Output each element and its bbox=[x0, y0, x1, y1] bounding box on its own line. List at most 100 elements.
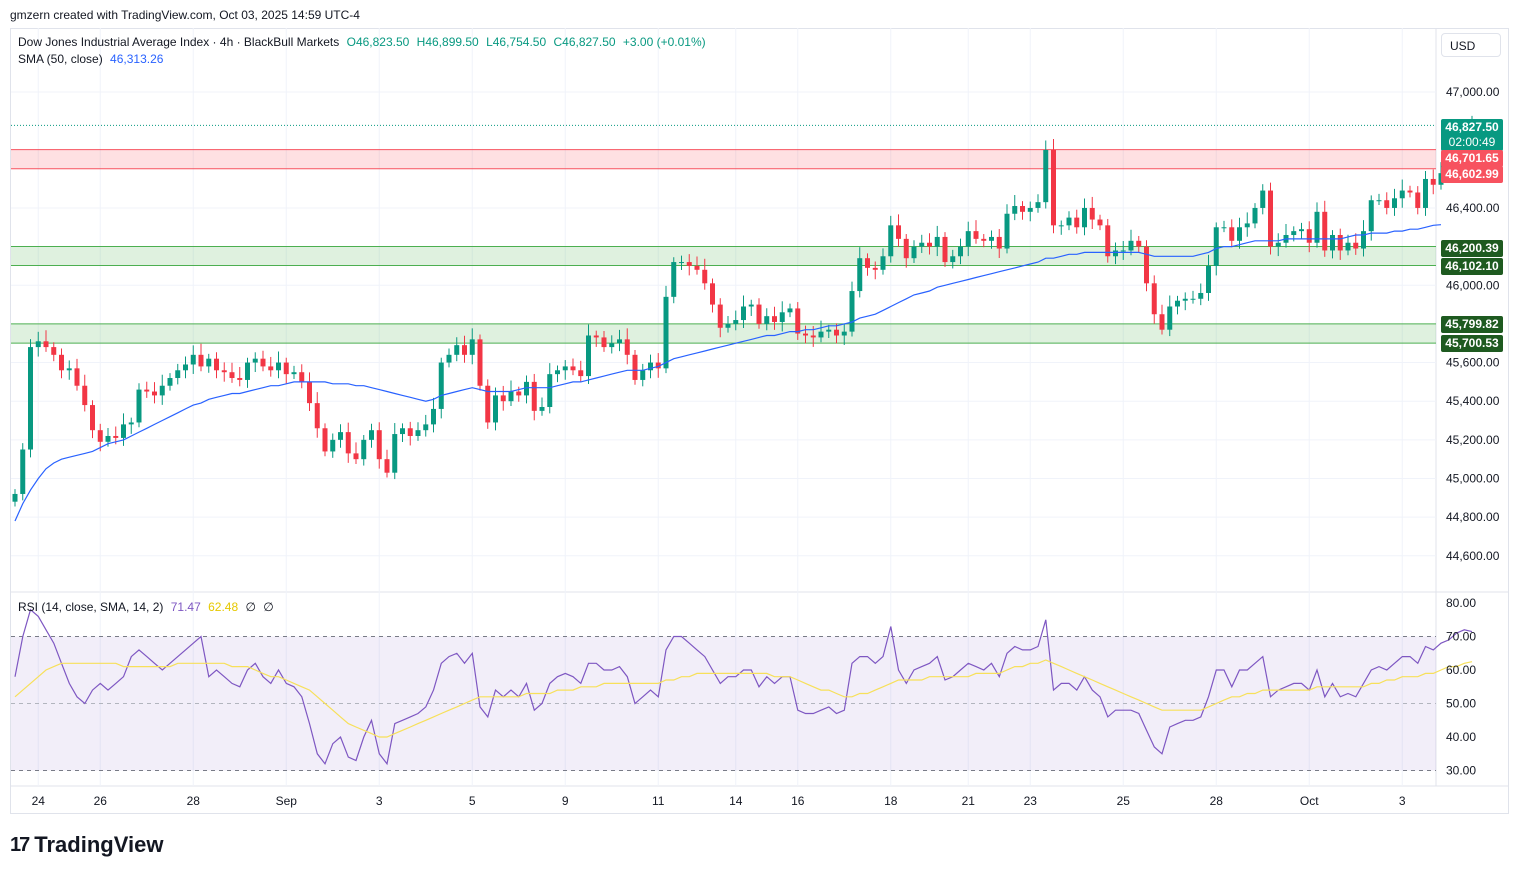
candle-body bbox=[214, 358, 219, 371]
time-tick-label: Sep bbox=[276, 794, 298, 808]
candle-body bbox=[477, 339, 483, 386]
candle-body bbox=[1330, 235, 1335, 251]
resistance-top-tag: 46,701.65 bbox=[1441, 150, 1503, 167]
price-tick-label: 45,200.00 bbox=[1446, 433, 1500, 447]
candle-body bbox=[51, 347, 57, 355]
rsi-value: 71.47 bbox=[170, 600, 201, 614]
candle-body bbox=[35, 341, 41, 348]
symbol-legend[interactable]: Dow Jones Industrial Average Index · 4h … bbox=[18, 35, 710, 49]
candle-body bbox=[1299, 229, 1304, 232]
support-1-zone bbox=[11, 246, 1436, 266]
candle-body bbox=[283, 362, 289, 375]
candle-body bbox=[1066, 217, 1072, 226]
resistance-zone bbox=[11, 149, 1436, 169]
candle-body bbox=[803, 333, 808, 336]
candle-body bbox=[454, 345, 460, 355]
time-tick-label: 3 bbox=[376, 794, 383, 808]
candle-body bbox=[555, 370, 560, 375]
candle-body bbox=[741, 306, 746, 321]
time-tick-label: 23 bbox=[1024, 794, 1038, 808]
price-tick-label: 44,800.00 bbox=[1446, 510, 1500, 524]
candle-body bbox=[1097, 219, 1103, 226]
rsi-label[interactable]: RSI (14, close, SMA, 14, 2) bbox=[18, 600, 164, 614]
currency-selector[interactable]: USD bbox=[1441, 33, 1501, 57]
candle-body bbox=[198, 354, 204, 367]
ohlc-close: C46,827.50 bbox=[553, 35, 616, 49]
candle-body bbox=[66, 368, 72, 371]
time-tick-label: 18 bbox=[884, 794, 898, 808]
candle-body bbox=[245, 362, 250, 380]
candle-body bbox=[144, 389, 150, 392]
candle-body bbox=[1113, 250, 1118, 257]
time-tick-label: 21 bbox=[962, 794, 976, 808]
sma-label[interactable]: SMA (50, close) bbox=[18, 52, 103, 66]
candle-body bbox=[818, 331, 824, 338]
candle-body bbox=[353, 453, 359, 460]
tradingview-logo-icon: 17 bbox=[10, 833, 30, 856]
ohlc-change: +3.00 (+0.01%) bbox=[622, 35, 706, 49]
candle-body bbox=[500, 395, 506, 402]
candle-body bbox=[229, 372, 235, 379]
candle-body bbox=[97, 430, 103, 442]
candle-body bbox=[996, 236, 1002, 249]
candle-body bbox=[1237, 227, 1242, 241]
candle-body bbox=[679, 262, 684, 264]
candle-body bbox=[1213, 227, 1219, 266]
candle-body bbox=[431, 408, 436, 425]
candle-body bbox=[237, 378, 243, 380]
candle-body bbox=[508, 391, 514, 402]
rsi-tick-label: 60.00 bbox=[1446, 663, 1476, 677]
candle-body bbox=[136, 389, 142, 423]
candle-body bbox=[105, 435, 111, 442]
price-tick-label: 44,600.00 bbox=[1446, 549, 1500, 563]
rsi-tick-label: 30.00 bbox=[1446, 764, 1476, 778]
time-tick-label: 16 bbox=[791, 794, 805, 808]
candle-body bbox=[826, 329, 832, 332]
candle-body bbox=[663, 296, 669, 369]
price-tick-label: 47,000.00 bbox=[1446, 85, 1500, 99]
candle-body bbox=[1012, 206, 1018, 214]
time-tick-label: Oct bbox=[1300, 794, 1319, 808]
rsi-sma-value: 62.48 bbox=[208, 600, 239, 614]
candle-body bbox=[896, 225, 901, 239]
time-tick-label: 5 bbox=[469, 794, 476, 808]
candle-body bbox=[655, 362, 661, 369]
candle-body bbox=[12, 493, 18, 502]
candle-body bbox=[686, 262, 692, 266]
candle-body bbox=[516, 391, 522, 396]
candle-body bbox=[175, 370, 181, 379]
candle-body bbox=[322, 428, 328, 452]
price-tick-label: 46,000.00 bbox=[1446, 278, 1500, 292]
candle-body bbox=[206, 358, 212, 367]
candle-body bbox=[795, 308, 801, 334]
symbol-title[interactable]: Dow Jones Industrial Average Index · 4h … bbox=[18, 35, 340, 49]
rsi-legend[interactable]: RSI (14, close, SMA, 14, 2) 71.47 62.48 … bbox=[18, 600, 278, 614]
candle-body bbox=[1353, 242, 1359, 249]
rsi-tick-label: 50.00 bbox=[1446, 697, 1476, 711]
candle-body bbox=[1089, 207, 1095, 220]
candle-body bbox=[1407, 190, 1413, 193]
candle-body bbox=[1361, 231, 1366, 249]
brand-name: TradingView bbox=[34, 832, 164, 857]
candle-body bbox=[849, 291, 855, 332]
countdown-tag: 02:00:49 bbox=[1441, 134, 1503, 151]
sma-legend[interactable]: SMA (50, close) 46,313.26 bbox=[18, 52, 167, 66]
candle-body bbox=[857, 258, 863, 292]
candle-body bbox=[438, 362, 444, 409]
tradingview-logo[interactable]: 17 TradingView bbox=[10, 832, 163, 858]
candle-body bbox=[493, 395, 498, 423]
candle-body bbox=[1275, 242, 1281, 247]
candle-body bbox=[1167, 306, 1173, 330]
candle-body bbox=[1291, 231, 1297, 236]
candle-body bbox=[772, 316, 777, 322]
candle-body bbox=[934, 236, 940, 247]
resistance-bottom-tag: 46,602.99 bbox=[1441, 166, 1503, 183]
candle-body bbox=[1392, 198, 1397, 208]
candle-body bbox=[717, 304, 723, 328]
support1-top-tag: 46,200.39 bbox=[1441, 240, 1503, 257]
candle-body bbox=[725, 323, 731, 328]
candle-body bbox=[190, 354, 196, 365]
candle-body bbox=[1175, 300, 1180, 307]
candle-body bbox=[578, 370, 584, 377]
